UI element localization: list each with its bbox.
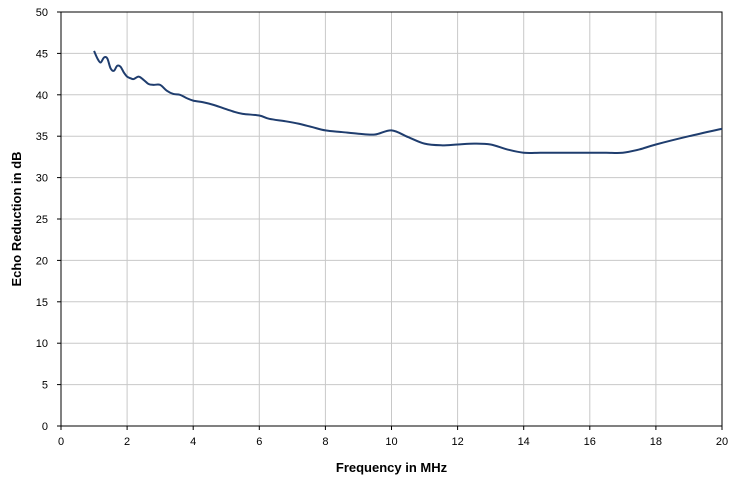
y-tick-label: 50: [36, 7, 48, 19]
y-tick-label: 5: [42, 380, 48, 392]
x-tick-label: 14: [518, 436, 530, 448]
y-tick-label: 45: [36, 48, 48, 60]
x-tick-label: 4: [190, 436, 196, 448]
y-tick-label: 20: [36, 255, 48, 267]
y-axis-ticks: 0 5 10 15 20 25 30 35 40 45 50: [36, 7, 61, 433]
y-tick-label: 15: [36, 297, 48, 309]
grid: [60, 11, 723, 427]
series-line: [93, 50, 723, 155]
y-tick-label: 35: [36, 131, 48, 143]
x-tick-label: 8: [322, 436, 328, 448]
x-axis-ticks: 0 2 4 6 8 10 12 14 16 18 20: [58, 426, 728, 448]
y-tick-label: 25: [36, 214, 48, 226]
x-tick-label: 18: [650, 436, 662, 448]
y-tick-label: 40: [36, 90, 48, 102]
x-tick-label: 20: [716, 436, 728, 448]
x-tick-label: 6: [256, 436, 262, 448]
y-axis-label: Echo Reduction in dB: [9, 151, 24, 286]
y-tick-label: 10: [36, 338, 48, 350]
x-tick-label: 10: [385, 436, 397, 448]
y-tick-label: 30: [36, 173, 48, 185]
x-tick-label: 0: [58, 436, 64, 448]
series-layer: [93, 50, 723, 155]
x-tick-label: 12: [451, 436, 463, 448]
y-tick-label: 0: [42, 421, 48, 433]
x-tick-label: 16: [584, 436, 596, 448]
x-tick-label: 2: [124, 436, 130, 448]
x-axis-label: Frequency in MHz: [336, 460, 448, 475]
